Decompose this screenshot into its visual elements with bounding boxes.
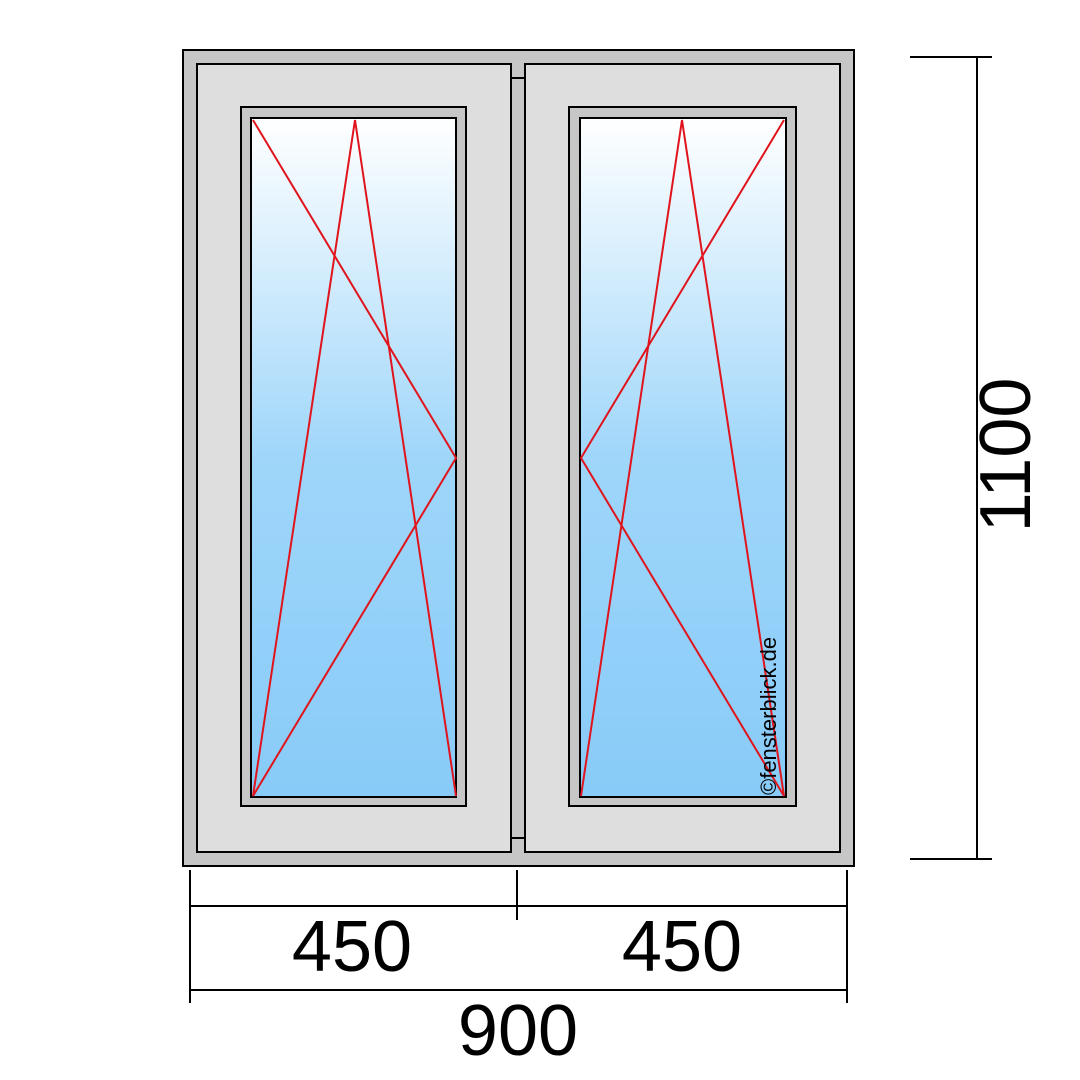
right-sash: ©fensterblick.de [524,63,841,853]
total-width-label: 900 [458,991,578,1071]
left-opening-lines [252,119,458,797]
height-dimension [910,56,992,860]
right-opening-lines [579,119,785,797]
right-glass [579,117,787,798]
left-glass [250,117,457,798]
width-dimensions [189,870,848,1003]
left-sash [196,63,512,853]
left-width-label: 450 [292,907,412,987]
height-label: 1100 [966,378,1046,533]
watermark: ©fensterblick.de [756,637,781,795]
right-width-label: 450 [622,907,742,987]
